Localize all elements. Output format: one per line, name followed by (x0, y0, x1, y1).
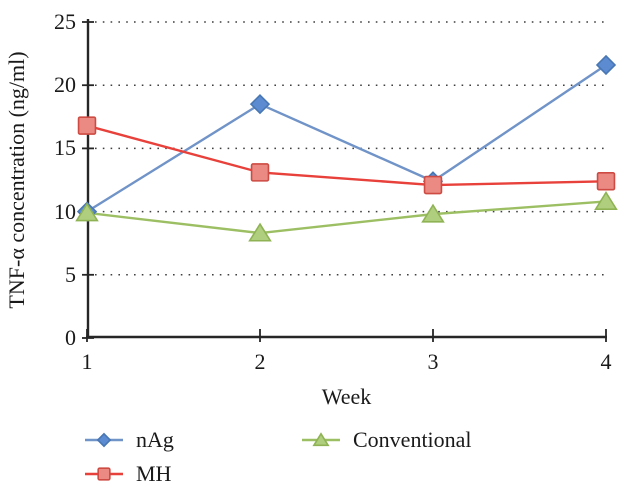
y-tick-label: 15 (54, 135, 76, 161)
legend-label-nag: nAg (136, 427, 174, 452)
mh-square-marker-icon (84, 461, 124, 487)
legend-item-nag: nAg (84, 427, 174, 453)
x-tick-label: 3 (427, 349, 439, 374)
conventional-triangle-marker-icon (301, 427, 341, 453)
x-tick-label: 2 (254, 349, 266, 374)
legend-label-mh: MH (136, 461, 172, 486)
x-axis-title: Week (321, 384, 372, 409)
y-tick-label: 20 (54, 72, 76, 98)
nag-diamond-marker-icon (84, 427, 124, 453)
y-tick-label: 10 (54, 198, 76, 224)
plot-svg (75, 19, 618, 342)
y-axis-title: TNF-α concentration (ng/ml) (4, 51, 29, 309)
x-tick-label: 1 (81, 349, 93, 374)
legend-item-mh: MH (84, 461, 171, 487)
y-tick-label: 0 (65, 325, 76, 350)
y-tick-label: 5 (65, 261, 76, 287)
x-tick-label: 4 (600, 349, 612, 374)
y-tick-label: 25 (54, 9, 76, 34)
legend-label-conventional: Conventional (353, 427, 472, 452)
legend-item-conventional: Conventional (301, 427, 472, 453)
